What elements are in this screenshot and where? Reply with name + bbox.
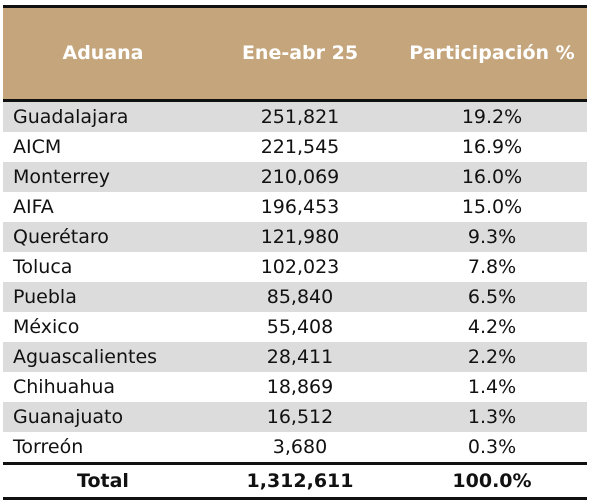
cell-aduana: Guadalajara	[3, 100, 203, 132]
cell-share: 16.9%	[397, 132, 587, 162]
cell-aduana: Aguascalientes	[3, 342, 203, 372]
total-value: 1,312,611	[203, 462, 397, 497]
table-row: Aguascalientes 28,411 2.2%	[3, 342, 587, 372]
table-row: Torreón 3,680 0.3%	[3, 432, 587, 464]
total-share: 100.0%	[397, 462, 587, 497]
cell-aduana: AICM	[3, 132, 203, 162]
cell-share: 16.0%	[397, 162, 587, 192]
cell-share: 15.0%	[397, 192, 587, 222]
customs-table: Aduana Ene-abr 25 Participación % Guadal…	[3, 5, 587, 500]
table-row: AIFA 196,453 15.0%	[3, 192, 587, 222]
cell-share: 19.2%	[397, 100, 587, 132]
cell-share: 0.3%	[397, 432, 587, 464]
cell-aduana: AIFA	[3, 192, 203, 222]
cell-share: 4.2%	[397, 312, 587, 342]
total-label: Total	[3, 462, 203, 497]
cell-value: 18,869	[203, 372, 397, 402]
cell-share: 1.3%	[397, 402, 587, 432]
cell-share: 2.2%	[397, 342, 587, 372]
header-aduana: Aduana	[3, 8, 203, 102]
cell-value: 85,840	[203, 282, 397, 312]
cell-aduana: Puebla	[3, 282, 203, 312]
cell-aduana: México	[3, 312, 203, 342]
table-row: Querétaro 121,980 9.3%	[3, 222, 587, 252]
cell-value: 16,512	[203, 402, 397, 432]
table-row: Guanajuato 16,512 1.3%	[3, 402, 587, 432]
cell-aduana: Guanajuato	[3, 402, 203, 432]
table-body: Guadalajara 251,821 19.2% AICM 221,545 16.9% M…	[3, 100, 587, 464]
header-share: Participación %	[397, 8, 587, 102]
cell-value: 221,545	[203, 132, 397, 162]
cell-value: 3,680	[203, 432, 397, 464]
cell-share: 6.5%	[397, 282, 587, 312]
total-row: Total 1,312,611 100.0%	[3, 462, 587, 497]
header-row: Aduana Ene-abr 25 Participación %	[3, 8, 587, 102]
table-row: Toluca 102,023 7.8%	[3, 252, 587, 282]
cell-value: 196,453	[203, 192, 397, 222]
table-row: México 55,408 4.2%	[3, 312, 587, 342]
cell-share: 1.4%	[397, 372, 587, 402]
table-row: Puebla 85,840 6.5%	[3, 282, 587, 312]
cell-share: 9.3%	[397, 222, 587, 252]
header-period: Ene-abr 25	[203, 8, 397, 102]
cell-value: 251,821	[203, 100, 397, 132]
cell-aduana: Querétaro	[3, 222, 203, 252]
table-row: Monterrey 210,069 16.0%	[3, 162, 587, 192]
cell-aduana: Toluca	[3, 252, 203, 282]
cell-aduana: Chihuahua	[3, 372, 203, 402]
table-row: Guadalajara 251,821 19.2%	[3, 100, 587, 132]
table-row: Chihuahua 18,869 1.4%	[3, 372, 587, 402]
cell-aduana: Monterrey	[3, 162, 203, 192]
cell-value: 121,980	[203, 222, 397, 252]
cell-value: 28,411	[203, 342, 397, 372]
cell-aduana: Torreón	[3, 432, 203, 464]
cell-share: 7.8%	[397, 252, 587, 282]
cell-value: 55,408	[203, 312, 397, 342]
cell-value: 102,023	[203, 252, 397, 282]
cell-value: 210,069	[203, 162, 397, 192]
table-row: AICM 221,545 16.9%	[3, 132, 587, 162]
